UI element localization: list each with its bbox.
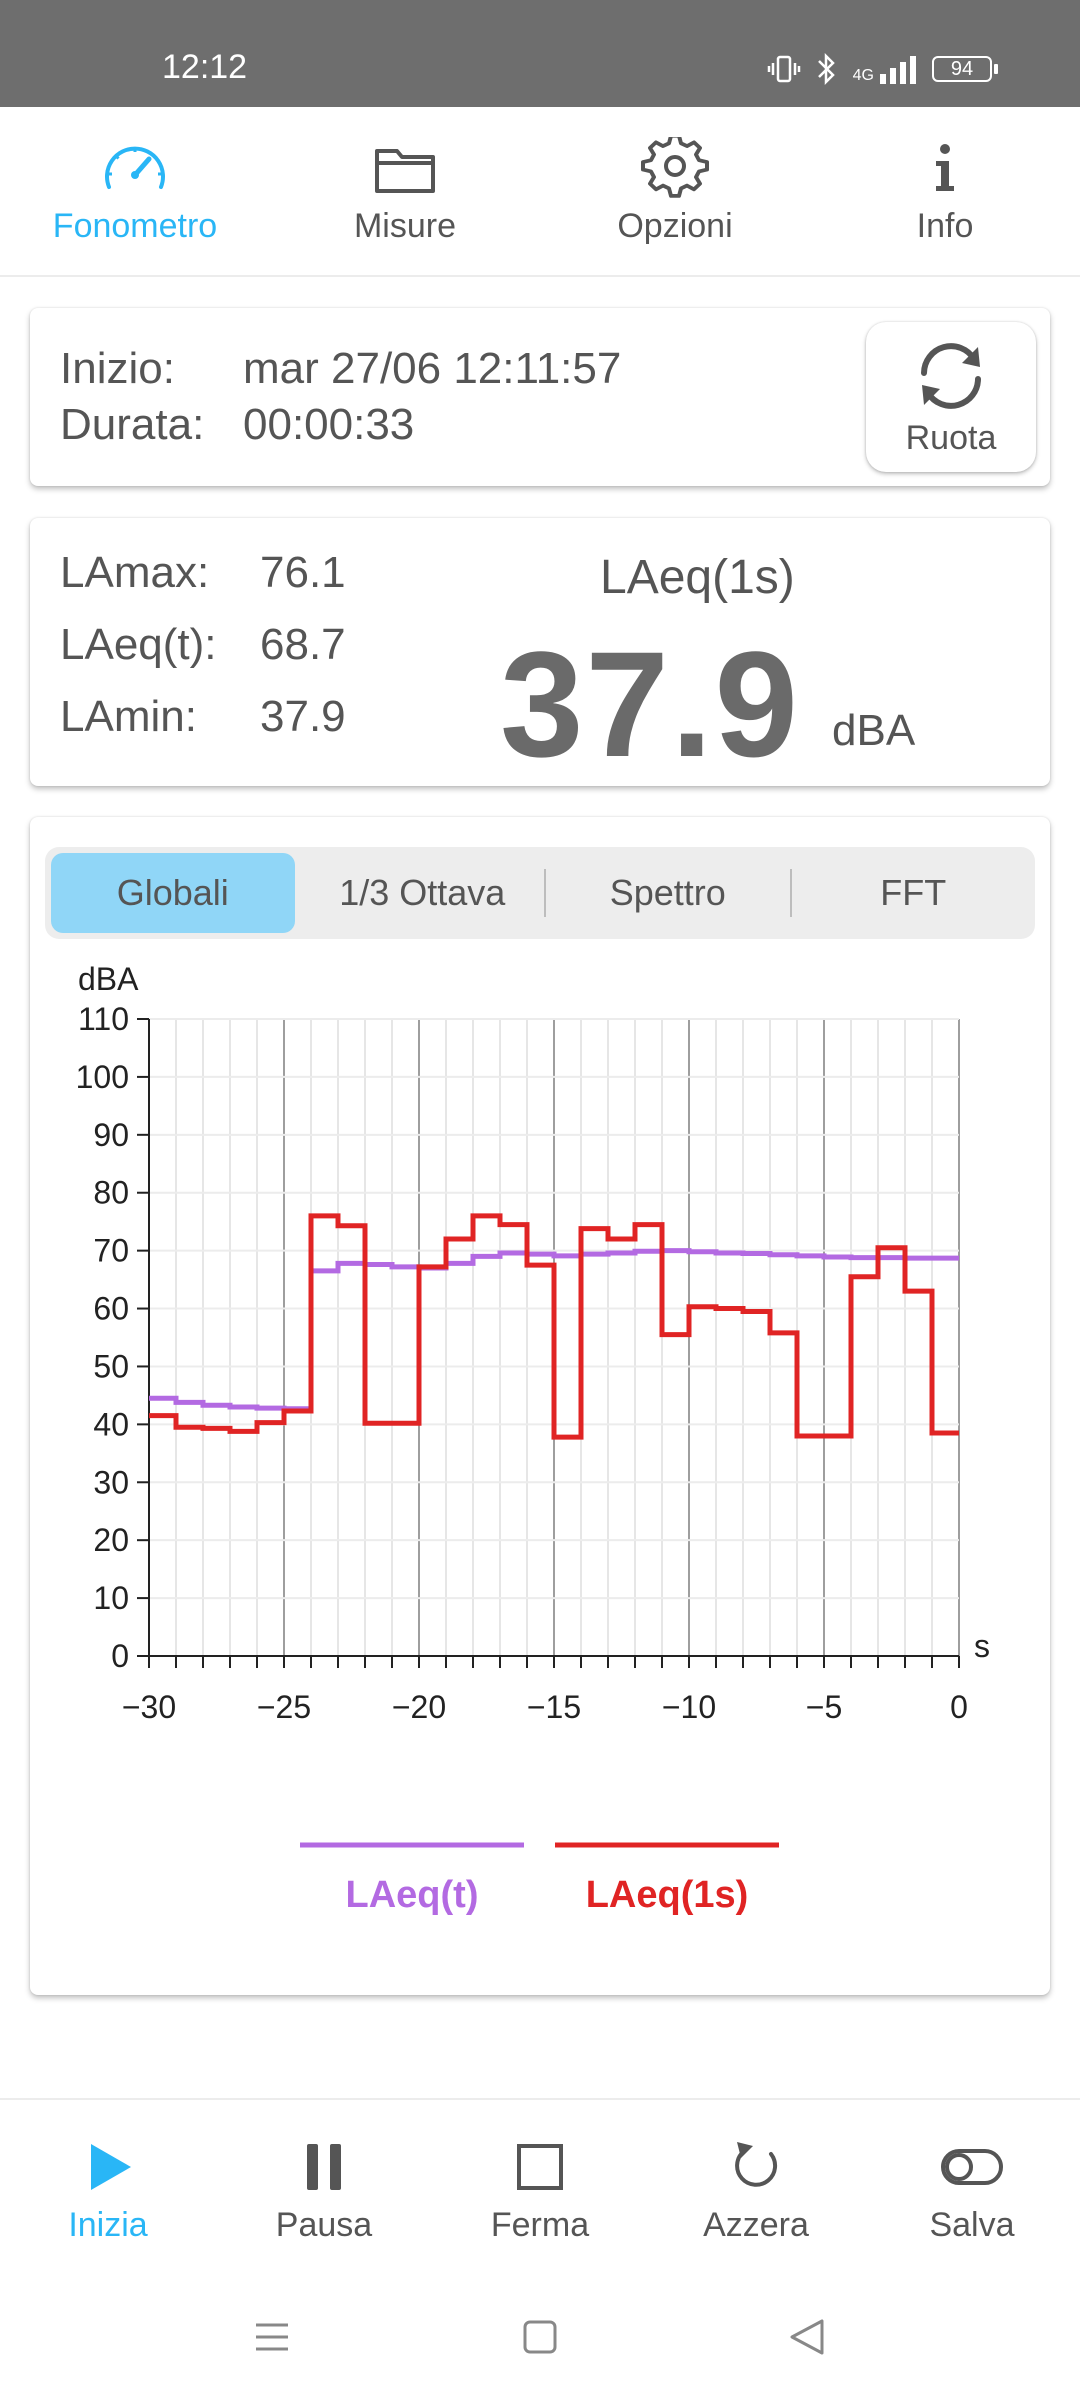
rotate-label: Ruota xyxy=(905,418,997,457)
battery-icon: 94 xyxy=(932,56,998,82)
main-level-value: 37.9 xyxy=(500,620,800,788)
duration-value: 00:00:33 xyxy=(243,400,415,449)
reset-icon xyxy=(735,2142,778,2187)
gear-icon xyxy=(641,137,709,198)
start-value: mar 27/06 12:11:57 xyxy=(243,344,622,393)
toggle-icon xyxy=(941,2149,1003,2185)
chart-series xyxy=(149,1213,959,1440)
tab-label: Info xyxy=(916,207,974,245)
segment-label: Globali xyxy=(116,872,229,913)
top-tab-bar: Fonometro Misure Opzioni Info xyxy=(0,107,1080,277)
segment-label: FFT xyxy=(880,872,947,913)
home-icon[interactable] xyxy=(516,2313,564,2361)
chart-ticks: 0 10 20 30 40 50 60 70 80 90 100 110 −30 −25 −20 −15 −10… xyxy=(76,1001,968,1725)
stop-button[interactable]: Ferma xyxy=(432,2100,648,2276)
y-tick-label: 90 xyxy=(93,1117,129,1153)
duration-label: Durata: xyxy=(60,400,205,449)
segment-globali[interactable]: Globali xyxy=(51,853,295,933)
x-tick-label: −25 xyxy=(257,1689,311,1725)
chart-card: Globali 1/3 Ottava Spettro FFT 0 10 20 30 40… xyxy=(30,817,1050,1995)
y-tick-label: 10 xyxy=(93,1580,129,1616)
x-tick-label: −20 xyxy=(392,1689,446,1725)
speedometer-icon xyxy=(105,146,165,189)
status-time: 12:12 xyxy=(162,48,248,86)
x-tick-label: −15 xyxy=(527,1689,581,1725)
reset-button[interactable]: Azzera xyxy=(648,2100,864,2276)
battery-level: 94 xyxy=(932,56,992,82)
system-nav-bar xyxy=(0,2274,1080,2400)
bottom-action-bar: Inizia Pausa Ferma Azzera Salva xyxy=(0,2098,1080,2276)
play-icon xyxy=(91,2144,131,2190)
y-tick-label: 20 xyxy=(93,1522,129,1558)
nav-label: Pausa xyxy=(275,2206,373,2244)
back-icon[interactable] xyxy=(784,2313,832,2361)
tab-info[interactable]: Info xyxy=(810,107,1080,275)
laeqt-value: 68.7 xyxy=(260,620,346,669)
main-level-label: LAeq(1s) xyxy=(600,551,795,604)
legend-label: LAeq(1s) xyxy=(586,1874,749,1916)
segment-spettro[interactable]: Spettro xyxy=(546,847,790,939)
level-history-chart: 0 10 20 30 40 50 60 70 80 90 100 110 −30 −25 −20 −15 −10… xyxy=(76,961,990,1916)
start-button[interactable]: Inizia xyxy=(0,2100,216,2276)
vibrate-icon xyxy=(767,55,800,83)
signal-icon: 4G xyxy=(853,54,918,84)
segment-terzi-ottava[interactable]: 1/3 Ottava xyxy=(301,847,545,939)
y-tick-label: 50 xyxy=(93,1348,129,1384)
tab-misure[interactable]: Misure xyxy=(270,107,540,275)
start-label: Inizio: xyxy=(60,344,175,393)
tab-fonometro[interactable]: Fonometro xyxy=(0,107,270,275)
info-icon xyxy=(936,144,954,191)
tab-label: Opzioni xyxy=(617,207,733,245)
status-bar: 12:12 4G 94 xyxy=(0,0,1080,107)
chart-legend: LAeq(t) LAeq(1s) xyxy=(300,1842,779,1916)
nav-label: Inizia xyxy=(68,2206,148,2244)
rotate-button[interactable]: Ruota xyxy=(866,322,1036,472)
y-tick-label: 60 xyxy=(93,1291,129,1327)
network-type: 4G xyxy=(852,67,874,84)
nav-label: Azzera xyxy=(703,2206,809,2244)
lamax-value: 76.1 xyxy=(260,548,346,597)
y-tick-label: 40 xyxy=(93,1406,129,1442)
y-tick-label: 30 xyxy=(93,1464,129,1500)
y-tick-label: 100 xyxy=(76,1059,129,1095)
lamin-value: 37.9 xyxy=(260,692,346,741)
nav-label: Salva xyxy=(929,2206,1015,2244)
menu-icon[interactable] xyxy=(248,2313,296,2361)
legend-label: LAeq(t) xyxy=(346,1874,479,1916)
save-toggle[interactable]: Salva xyxy=(864,2100,1080,2276)
nav-label: Ferma xyxy=(490,2206,590,2244)
x-axis-label: s xyxy=(974,1628,990,1664)
main-level-unit: dBA xyxy=(832,706,916,755)
levels-card: LAmax: 76.1 LAeq(t): 68.7 LAmin: 37.9 LA… xyxy=(30,518,1050,788)
segmented-control: Globali 1/3 Ottava Spettro FFT xyxy=(45,847,1035,939)
tab-opzioni[interactable]: Opzioni xyxy=(540,107,810,275)
x-tick-label: −30 xyxy=(122,1689,176,1725)
y-tick-label: 110 xyxy=(78,1001,129,1037)
folder-icon xyxy=(375,149,435,193)
x-tick-label: −5 xyxy=(806,1689,842,1725)
segment-fft[interactable]: FFT xyxy=(792,847,1036,939)
pause-button[interactable]: Pausa xyxy=(216,2100,432,2276)
tab-label: Fonometro xyxy=(52,207,218,245)
lamax-label: LAmax: xyxy=(60,548,210,597)
y-tick-label: 80 xyxy=(93,1175,129,1211)
y-axis-label: dBA xyxy=(78,961,139,997)
x-tick-label: −10 xyxy=(662,1689,716,1725)
tab-label: Misure xyxy=(353,207,457,245)
lamin-label: LAmin: xyxy=(60,692,197,741)
y-tick-label: 70 xyxy=(93,1233,129,1269)
laeqt-label: LAeq(t): xyxy=(60,620,217,669)
series-line-laeq-t xyxy=(149,1248,959,1412)
segment-label: 1/3 Ottava xyxy=(339,872,506,913)
segment-label: Spettro xyxy=(609,872,726,913)
stop-icon xyxy=(517,2144,563,2190)
status-icons: 4G 94 xyxy=(767,52,998,86)
pause-icon xyxy=(307,2144,341,2190)
y-tick-label: 0 xyxy=(111,1638,129,1674)
series-line-laeq-1s xyxy=(149,1213,959,1440)
x-tick-label: 0 xyxy=(950,1689,968,1725)
refresh-icon xyxy=(921,342,981,409)
session-card: Inizio: mar 27/06 12:11:57 Durata: 00:00… xyxy=(30,308,1050,486)
bluetooth-icon xyxy=(817,52,835,86)
